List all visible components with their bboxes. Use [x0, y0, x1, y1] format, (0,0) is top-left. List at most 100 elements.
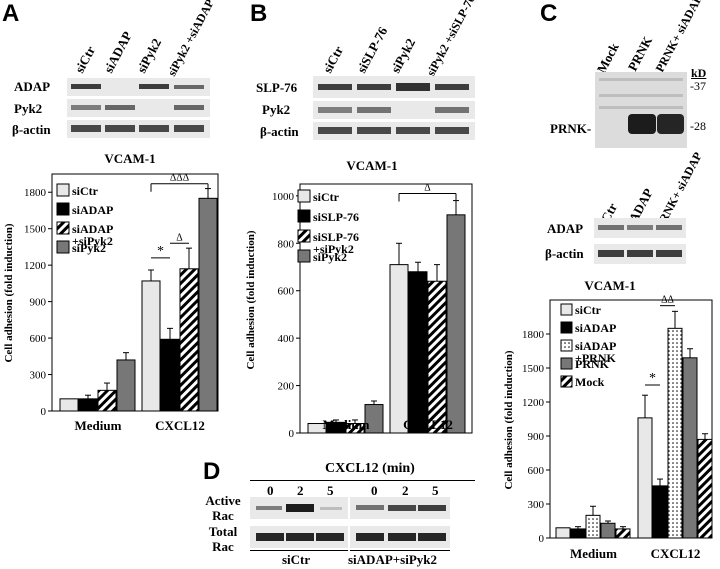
panel-b-label: B [250, 0, 268, 27]
marker-28: -28 [690, 119, 706, 133]
blot-strip [350, 526, 450, 548]
header-line [250, 480, 475, 481]
plot-frame [299, 183, 473, 434]
bar [555, 527, 571, 539]
category-label: Medium [323, 417, 370, 432]
bar [615, 528, 631, 539]
bar [637, 417, 653, 539]
legend-swatch [297, 189, 311, 203]
row-label: Pyk2 [14, 101, 43, 116]
significance-mark: ΔΔΔ [170, 173, 190, 184]
category-label: CXCL12 [155, 418, 205, 433]
bar [59, 398, 79, 412]
bar [697, 438, 713, 539]
cxcl12-header: CXCL12 (min) [325, 461, 415, 476]
y-tick-label: 1800 [522, 329, 545, 341]
lane-label: siSLP-76 [353, 24, 391, 76]
category-label: CXCL12 [403, 417, 453, 432]
bar [116, 359, 136, 412]
bar [179, 268, 199, 412]
legend-swatch [56, 183, 70, 197]
significance-mark: * [157, 244, 164, 259]
blot-strip [67, 120, 210, 138]
legend-swatch [297, 209, 311, 223]
chart-title: VCAM-1 [584, 278, 635, 293]
bar [97, 389, 117, 412]
bar [600, 522, 616, 539]
y-tick-label: 1200 [24, 260, 47, 272]
y-tick-label: 800 [278, 238, 295, 250]
bar [160, 338, 180, 412]
group-label: siCtr [282, 552, 311, 567]
blot-strip [594, 244, 686, 264]
chart-title: VCAM-1 [104, 151, 155, 166]
y-tick-label: 0 [41, 406, 47, 418]
category-label: Medium [570, 546, 617, 561]
group-line [250, 550, 348, 551]
chart-b: VCAM-1 0 200 400 600 800 1000 Cell adhesion (fo… [245, 158, 473, 440]
legend-swatch [560, 357, 573, 370]
bar [78, 398, 98, 412]
lane-label: siPyk2 [133, 35, 165, 76]
row-label: SLP-76 [256, 80, 298, 95]
significance-mark: Δ [176, 232, 183, 243]
y-tick-label: 600 [30, 333, 47, 345]
bar [427, 280, 447, 434]
legend-label: siADAP [72, 222, 113, 236]
y-tick-label: 300 [30, 370, 47, 382]
blot-strip [350, 497, 450, 519]
bar [408, 271, 428, 434]
kd-label: kD [691, 66, 707, 80]
bar [570, 528, 586, 539]
legend-label: +siPyk2 [72, 234, 113, 248]
y-tick-label: 900 [528, 431, 545, 443]
total-rac-label: Total Rac [208, 524, 238, 554]
legend-swatch [560, 339, 573, 352]
y-tick-label: 600 [278, 286, 295, 298]
lane-label: siPyk2 +siSLP-76 [423, 0, 479, 79]
group-label: siADAP+siPyk2 [348, 552, 438, 567]
bar [389, 264, 409, 434]
legend-label: siSLP-76 [313, 230, 359, 244]
bar [141, 280, 161, 412]
legend-label: siSLP-76 [313, 210, 359, 224]
time-label: 2 [402, 483, 409, 498]
blot-strip [313, 101, 475, 119]
lane-label: siPyk2 +siADAP [164, 0, 217, 79]
legend-label: +PRNK [575, 351, 617, 365]
time-label: 5 [327, 483, 334, 498]
group-line [350, 550, 450, 551]
lane-label: siCtr [319, 43, 347, 76]
y-axis-label: Cell adhesion (fold induction) [503, 350, 515, 489]
chart-title: VCAM-1 [346, 158, 397, 173]
bar [198, 197, 218, 412]
blot-strip [67, 99, 210, 117]
lane-label: siADAP [100, 28, 135, 76]
row-label: β-actin [12, 122, 51, 137]
row-label: β-actin [545, 246, 584, 261]
legend-label: siPyk2 [313, 250, 347, 264]
legend-swatch [56, 202, 70, 216]
significance-mark: Δ [424, 182, 431, 193]
significance-mark: ΔΔ [661, 295, 674, 306]
row-label: β-actin [260, 124, 299, 139]
legend-label: siCtr [313, 190, 340, 204]
y-tick-label: 200 [278, 381, 295, 393]
time-label: 0 [267, 483, 274, 498]
prnk-band-label: PRNK- [550, 121, 592, 136]
blot-strip [67, 78, 210, 96]
lane-label: siCtr [71, 43, 99, 76]
y-axis-label: Cell adhesion (fold induction) [3, 223, 15, 362]
bar [682, 357, 698, 539]
lane-label: PRNK+ siADAP [652, 0, 705, 75]
y-tick-label: 400 [278, 333, 295, 345]
blot-strip [250, 526, 348, 548]
y-tick-label: 300 [528, 499, 545, 511]
panel-d-label: D [203, 458, 221, 485]
y-tick-label: 1500 [24, 224, 47, 236]
bar [585, 514, 601, 539]
legend-swatch [56, 240, 70, 254]
legend-swatch [297, 249, 311, 263]
y-tick-label: 0 [289, 428, 295, 440]
legend-label: siADAP [72, 203, 113, 217]
